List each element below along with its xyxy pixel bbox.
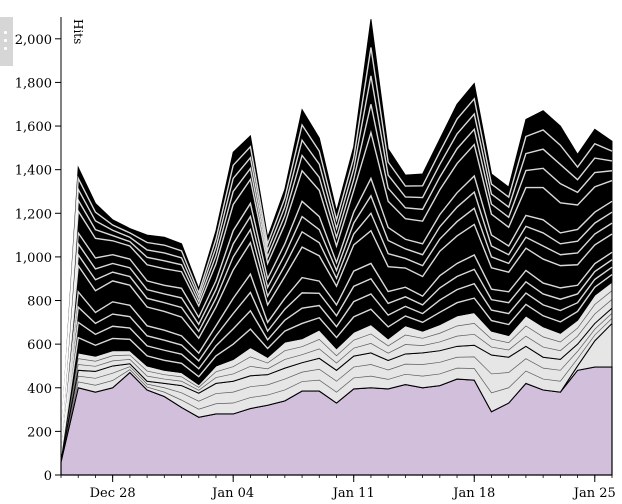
panel-collapse-handle[interactable] [0, 17, 13, 66]
series-strand [60, 75, 613, 442]
y-tick-label: 2,000 [15, 33, 52, 48]
y-tick-label: 1,800 [15, 76, 52, 91]
y-tick-label: 600 [27, 338, 52, 353]
series-strand [60, 274, 613, 455]
y-tick-label: 800 [27, 295, 52, 310]
y-axis-title: Hits [71, 19, 85, 44]
x-tick-label: Dec 28 [90, 486, 136, 501]
series-strand [60, 290, 613, 457]
series-strand [60, 259, 613, 452]
series-strand [60, 190, 613, 447]
y-tick-label: 1,600 [15, 120, 52, 135]
area-layers [60, 19, 613, 476]
series-strand [60, 318, 613, 462]
y-axis: 0 200 400 600 800 1,000 1,200 1,400 1,600 1,800 2,… [15, 17, 62, 484]
y-tick-label: 1,000 [15, 251, 52, 266]
x-tick-label: Jan 25 [572, 486, 616, 501]
series-strand [60, 299, 613, 459]
handle-dot [4, 39, 7, 42]
x-tick-label: Jan 04 [210, 486, 254, 501]
y-tick-label: 0 [44, 469, 52, 484]
y-tick-label: 1,200 [15, 207, 52, 222]
series-strand [60, 207, 613, 448]
y-tick-label: 400 [27, 382, 52, 397]
series-strand [60, 104, 613, 443]
x-tick-label: Jan 11 [331, 486, 375, 501]
y-tick-label: 200 [27, 425, 52, 440]
y-tick-label: 1,400 [15, 164, 52, 179]
series-strand [60, 223, 613, 449]
x-axis: Dec 28 Jan 04 Jan 11 Jan 18 Jan 25 [60, 474, 616, 501]
handle-dot [4, 31, 7, 34]
series-area-6 [60, 19, 613, 445]
handle-dot [4, 47, 7, 50]
series-strand [60, 47, 613, 442]
series-strand [60, 129, 613, 444]
series-strand [60, 266, 613, 453]
series-strand [60, 174, 613, 446]
x-tick-label: Jan 18 [451, 486, 495, 501]
series-strand [60, 251, 613, 451]
series-strand [60, 312, 613, 461]
